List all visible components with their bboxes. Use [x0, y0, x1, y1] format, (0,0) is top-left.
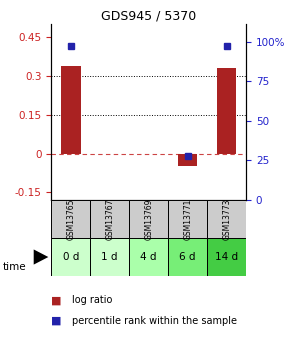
Bar — [168, 200, 207, 238]
Bar — [207, 238, 246, 276]
Title: GDS945 / 5370: GDS945 / 5370 — [101, 10, 196, 23]
Text: GSM13771: GSM13771 — [183, 198, 192, 240]
Text: percentile rank within the sample: percentile rank within the sample — [72, 316, 237, 326]
Text: GSM13769: GSM13769 — [144, 198, 153, 240]
Bar — [51, 238, 90, 276]
Text: ■: ■ — [51, 316, 62, 326]
Text: time: time — [3, 262, 27, 272]
Bar — [61, 66, 81, 154]
Polygon shape — [34, 249, 48, 265]
Text: 4 d: 4 d — [140, 252, 157, 262]
Text: 6 d: 6 d — [179, 252, 196, 262]
Text: ■: ■ — [51, 295, 62, 305]
Bar — [90, 238, 129, 276]
Bar — [129, 200, 168, 238]
Bar — [51, 200, 90, 238]
Text: GSM13767: GSM13767 — [105, 198, 114, 240]
Bar — [207, 200, 246, 238]
Text: 0 d: 0 d — [63, 252, 79, 262]
Text: GSM13773: GSM13773 — [222, 198, 231, 240]
Bar — [129, 238, 168, 276]
Bar — [178, 154, 197, 167]
Text: 14 d: 14 d — [215, 252, 238, 262]
Bar — [90, 200, 129, 238]
Bar — [168, 238, 207, 276]
Text: log ratio: log ratio — [72, 295, 112, 305]
Bar — [217, 68, 236, 154]
Text: GSM13765: GSM13765 — [66, 198, 75, 240]
Text: 1 d: 1 d — [101, 252, 118, 262]
